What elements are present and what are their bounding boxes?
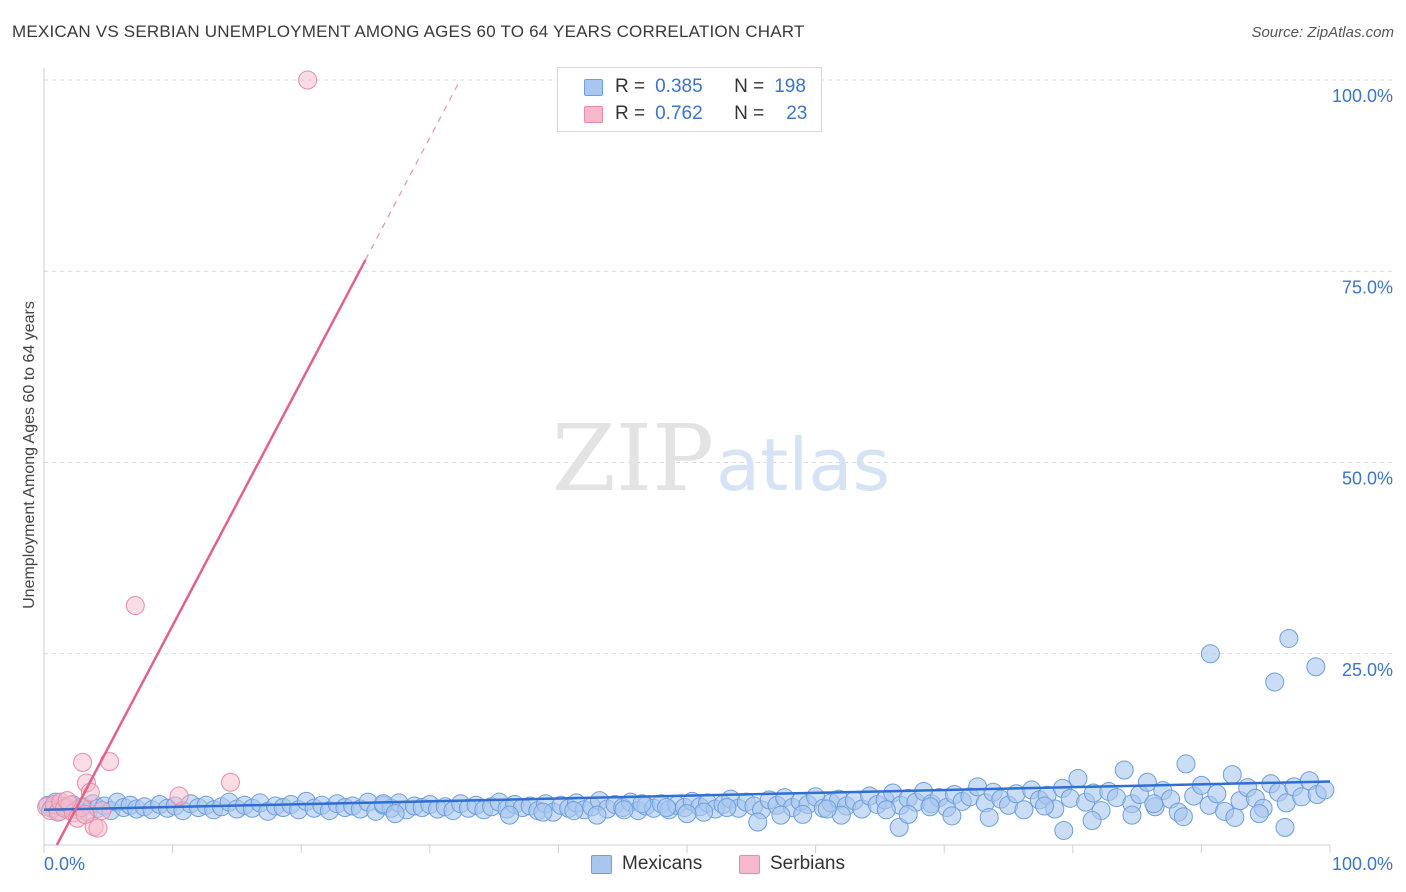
point-mexicans [1054,820,1074,840]
y-tick-label: 100.0% [1332,86,1393,106]
point-mexicans [632,794,652,814]
y-tick-labels: 25.0% 50.0% 75.0% 100.0% [1332,86,1393,680]
point-serbians [125,596,145,616]
trend-lines [43,81,1331,846]
legend-n-label: N = [734,103,765,124]
legend-row-serbians: R = 0.762 N = 23 [584,102,807,126]
watermark: ZIP atlas [552,405,890,512]
stats-legend: R = 0.385 N = 198 R = 0.762 N = 23 [557,67,822,132]
chart-title: MEXICAN VS SERBIAN UNEMPLOYMENT AMONG AG… [12,22,805,41]
watermark-atlas: atlas [716,423,890,507]
point-mexicans [1082,811,1102,831]
point-serbians [169,786,189,806]
point-mexicans [1225,807,1245,827]
legend-r-value-serbians: 0.762 [655,103,703,124]
point-mexicans [500,805,520,825]
y-tick-label: 25.0% [1342,660,1393,680]
x-tick-label-max: 100.0% [1332,854,1393,874]
watermark-zip: ZIP [552,405,714,512]
legend-n-label: N = [734,76,765,97]
point-mexicans [876,800,896,820]
x-tick-labels: 0.0% 100.0% [44,854,1393,874]
legend-row-mexicans: R = 0.385 N = 198 [584,75,806,99]
point-mexicans [1200,644,1220,664]
bottom-legend-swatch-serbians [739,854,760,874]
x-tick-label-min: 0.0% [44,854,85,874]
bottom-legend-label-serbians: Serbians [770,853,845,874]
point-mexicans [817,799,837,819]
point-mexicans [1279,628,1299,648]
point-mexicans [1014,800,1034,820]
point-mexicans [1306,657,1326,677]
bottom-legend-swatch-mexicans [591,854,612,874]
point-mexicans [1207,784,1227,804]
point-serbians [57,791,77,811]
point-mexicans [385,804,405,824]
gridlines [44,79,1392,655]
point-mexicans [1173,807,1193,827]
point-mexicans [1176,754,1196,774]
axes [43,68,1331,853]
bottom-legend-serbians: Serbians [739,852,845,876]
source-credit: Source: ZipAtlas.com [1251,24,1394,41]
point-serbians [88,818,108,838]
y-tick-label: 50.0% [1342,469,1393,489]
legend-n-value-mexicans: 198 [774,76,806,97]
legend-r-label: R = [615,103,646,124]
point-mexicans [564,801,584,821]
bottom-legend-label-mexicans: Mexicans [622,853,703,874]
point-mexicans [1275,817,1295,837]
point-serbians [73,752,93,772]
point-mexicans [656,798,676,818]
y-tick-label: 75.0% [1342,277,1393,297]
point-mexicans [942,806,962,826]
point-mexicans [748,812,768,832]
legend-r-label: R = [615,76,646,97]
point-mexicans [793,804,813,824]
point-mexicans [614,800,634,820]
point-mexicans [1265,672,1285,692]
legend-r-value-mexicans: 0.385 [655,76,703,97]
trend-line-mexicans [43,780,1331,812]
point-serbians [220,772,240,792]
bottom-legend-mexicans: Mexicans [591,852,702,876]
point-mexicans [889,817,909,837]
point-mexicans [1068,768,1088,788]
point-mexicans [717,798,737,818]
point-mexicans [677,804,697,824]
point-mexicans [694,802,714,822]
point-mexicans [1222,765,1242,785]
point-serbians [298,70,318,90]
legend-swatch-mexicans [584,78,603,96]
point-mexicans [1114,760,1134,780]
point-mexicans [1035,796,1055,816]
point-serbians [92,801,112,821]
y-axis-label: Unemployment Among Ages 60 to 64 years [21,301,38,609]
trend-line-serbians-extension [364,81,460,261]
point-mexicans [920,797,940,817]
point-mexicans [771,805,791,825]
point-mexicans [1315,780,1335,800]
point-mexicans [1249,804,1269,824]
trend-line-serbians [55,259,367,846]
point-mexicans [587,805,607,825]
legend-n-value-serbians: 23 [786,103,808,124]
legend-swatch-serbians [584,105,603,123]
point-mexicans [1144,794,1164,814]
point-mexicans [1122,805,1142,825]
point-mexicans [898,804,918,824]
point-mexicans [979,807,999,827]
point-mexicans [533,802,553,822]
